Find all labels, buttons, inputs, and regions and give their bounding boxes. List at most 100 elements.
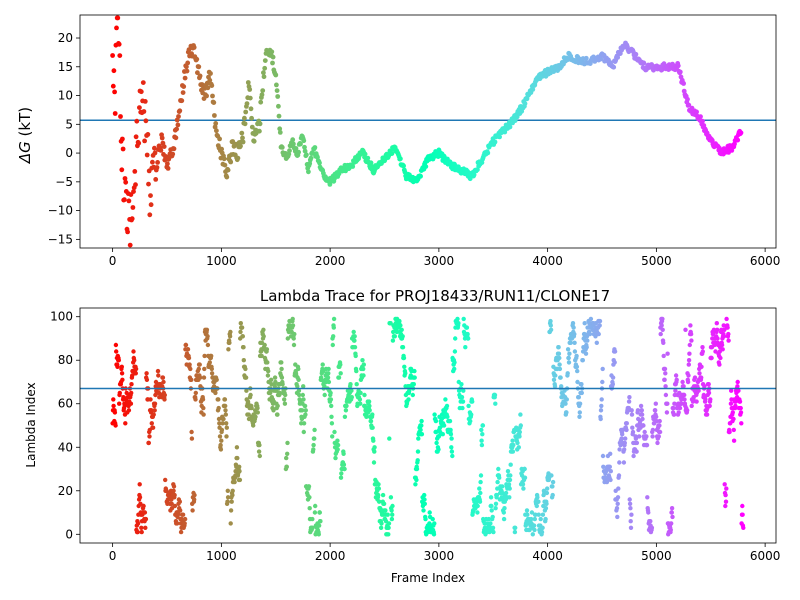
delta-g-point — [210, 93, 215, 99]
delta-g-point — [219, 146, 225, 152]
lambda-point — [243, 366, 248, 372]
delta-g-point — [165, 161, 170, 167]
lambda-point — [362, 392, 367, 398]
delta-g-point — [401, 163, 406, 169]
lambda-point — [500, 484, 505, 489]
lambda-point — [659, 323, 664, 328]
lambda-point — [490, 514, 495, 520]
delta-g-point — [146, 181, 151, 187]
lambda-point — [144, 371, 149, 376]
lambda-point — [601, 464, 606, 469]
lambda-point — [440, 432, 445, 437]
lambda-point — [452, 360, 457, 365]
lambda-point — [427, 510, 432, 515]
delta-g-point — [185, 60, 191, 66]
lambda-point — [189, 429, 194, 435]
lambda-point — [197, 362, 202, 367]
delta-g-point — [155, 160, 161, 165]
lambda-point — [146, 440, 151, 446]
delta-g-point — [276, 113, 282, 119]
delta-g-point — [126, 198, 132, 204]
delta-g-point — [279, 145, 285, 150]
lambda-point — [243, 375, 249, 380]
lambda-point — [597, 323, 602, 328]
lambda-point — [284, 464, 289, 469]
delta-g-point — [302, 144, 307, 150]
lambda-point — [149, 408, 154, 413]
lambda-point — [330, 434, 335, 439]
lambda-point — [301, 429, 306, 435]
lambda-y-tick-label: 40 — [58, 440, 73, 454]
delta-g-point — [207, 77, 213, 83]
lambda-points — [110, 316, 746, 537]
lambda-point — [370, 425, 375, 430]
lambda-point — [137, 495, 143, 500]
lambda-point — [111, 397, 116, 402]
lambda-point — [139, 529, 144, 535]
delta-g-point — [298, 141, 303, 147]
lambda-point — [219, 427, 225, 433]
delta-g-point — [293, 146, 299, 151]
lambda-point — [300, 392, 305, 398]
delta-g-point — [260, 88, 266, 93]
lambda-point — [188, 366, 193, 372]
delta-g-x-tick-label: 3000 — [424, 254, 455, 268]
lambda-point — [229, 499, 234, 504]
lambda-point — [414, 466, 420, 472]
lambda-point — [207, 360, 212, 365]
lambda-point — [318, 519, 323, 524]
lambda-point — [419, 418, 424, 424]
lambda-y-tick-label: 60 — [58, 397, 73, 411]
delta-g-point — [304, 152, 309, 158]
lambda-point — [371, 460, 377, 465]
lambda-point — [516, 445, 521, 450]
lambda-point — [563, 401, 568, 406]
lambda-point — [132, 358, 137, 363]
lambda-point — [264, 347, 270, 352]
lambda-point — [629, 408, 634, 413]
lambda-point — [259, 353, 264, 359]
lambda-point — [687, 351, 692, 356]
delta-g-point — [221, 156, 227, 162]
lambda-point — [161, 379, 166, 385]
delta-g-point — [112, 89, 117, 95]
lambda-point — [679, 401, 684, 406]
lambda-point — [192, 497, 197, 502]
lambda-point — [722, 482, 727, 487]
lambda-point — [475, 503, 480, 509]
delta-g-point — [182, 75, 188, 81]
delta-g-point — [242, 115, 247, 121]
lambda-point — [522, 466, 527, 472]
delta-g-point — [184, 68, 190, 74]
lambda-point — [296, 377, 301, 382]
lambda-point — [216, 397, 221, 402]
lambda-point — [496, 466, 501, 472]
lambda-point — [640, 416, 645, 422]
lambda-point — [390, 512, 395, 517]
delta-g-point — [249, 115, 255, 121]
lambda-x-tick-label: 5000 — [641, 549, 672, 563]
lambda-point — [377, 499, 382, 504]
lambda-point — [224, 421, 229, 426]
lambda-point — [639, 408, 644, 413]
lambda-point — [169, 501, 174, 506]
lambda-point — [383, 508, 388, 513]
delta-g-point — [277, 130, 283, 135]
delta-g-point — [117, 53, 123, 58]
lambda-point — [182, 521, 187, 526]
lambda-point — [310, 525, 315, 530]
lambda-point — [622, 440, 627, 446]
delta-g-point — [738, 130, 744, 136]
lambda-point — [268, 388, 274, 393]
lambda-point — [152, 408, 157, 413]
lambda-point — [431, 532, 437, 537]
lambda-point — [430, 516, 435, 522]
lambda-point — [557, 355, 562, 361]
lambda-point — [415, 458, 420, 463]
lambda-point — [665, 351, 670, 356]
lambda-point — [246, 412, 251, 417]
lambda-point — [645, 495, 650, 500]
lambda-point — [216, 405, 221, 411]
lambda-point — [292, 331, 297, 337]
lambda-point — [322, 392, 327, 398]
